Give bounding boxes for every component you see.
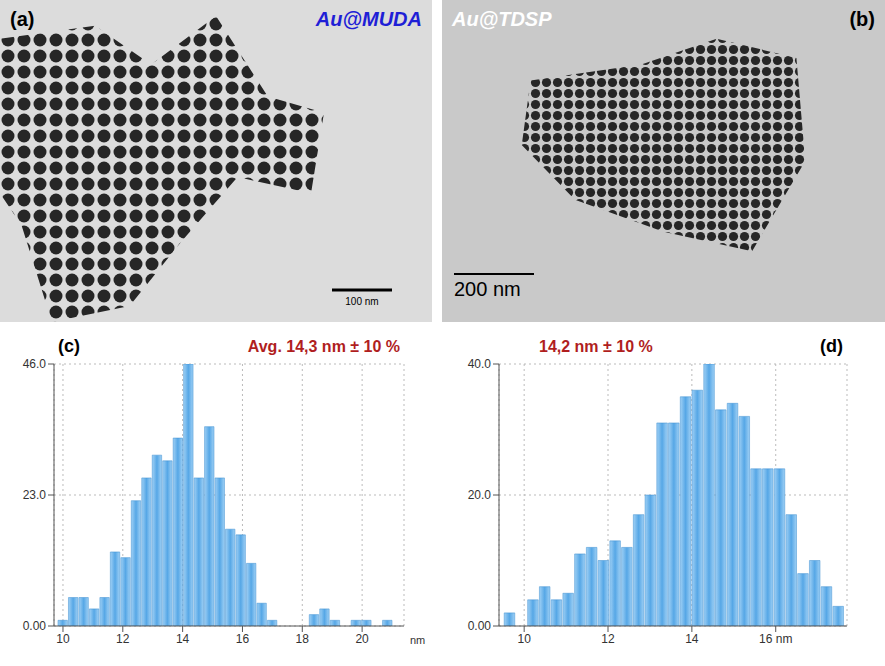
svg-text:16 nm: 16 nm xyxy=(759,632,792,646)
svg-text:0.00: 0.00 xyxy=(23,619,47,633)
html-text:Au@TDSP: Au@TDSP xyxy=(452,8,552,30)
svg-text:16: 16 xyxy=(236,632,250,646)
html-text:(c): (c) xyxy=(58,336,80,356)
svg-text:12: 12 xyxy=(601,632,615,646)
svg-text:20: 20 xyxy=(355,632,369,646)
html-text:200 nm: 200 nm xyxy=(454,278,521,300)
svg-text:14: 14 xyxy=(685,632,699,646)
svg-text:18: 18 xyxy=(296,632,310,646)
html-text:Au@MUDA: Au@MUDA xyxy=(315,8,422,30)
svg-text:10: 10 xyxy=(517,632,531,646)
svg-text:23.0: 23.0 xyxy=(23,488,47,502)
html-text:(b): (b) xyxy=(849,8,875,30)
html-text:Avg. 14,3 nm ± 10 %: Avg. 14,3 nm ± 10 % xyxy=(247,338,400,355)
svg-text:20.0: 20.0 xyxy=(468,488,492,502)
html-text:(a): (a) xyxy=(10,8,35,30)
html-text:(d): (d) xyxy=(820,336,843,356)
html-text:100 nm: 100 nm xyxy=(345,296,379,307)
html-text:14,2 nm ± 10 %: 14,2 nm ± 10 % xyxy=(539,338,653,355)
svg-text:10: 10 xyxy=(56,632,70,646)
svg-text:0.00: 0.00 xyxy=(468,619,492,633)
svg-text:12: 12 xyxy=(116,632,130,646)
svg-text:nm: nm xyxy=(410,634,425,646)
svg-text:40.0: 40.0 xyxy=(468,357,492,371)
svg-text:14: 14 xyxy=(176,632,190,646)
svg-text:46.0: 46.0 xyxy=(23,357,47,371)
